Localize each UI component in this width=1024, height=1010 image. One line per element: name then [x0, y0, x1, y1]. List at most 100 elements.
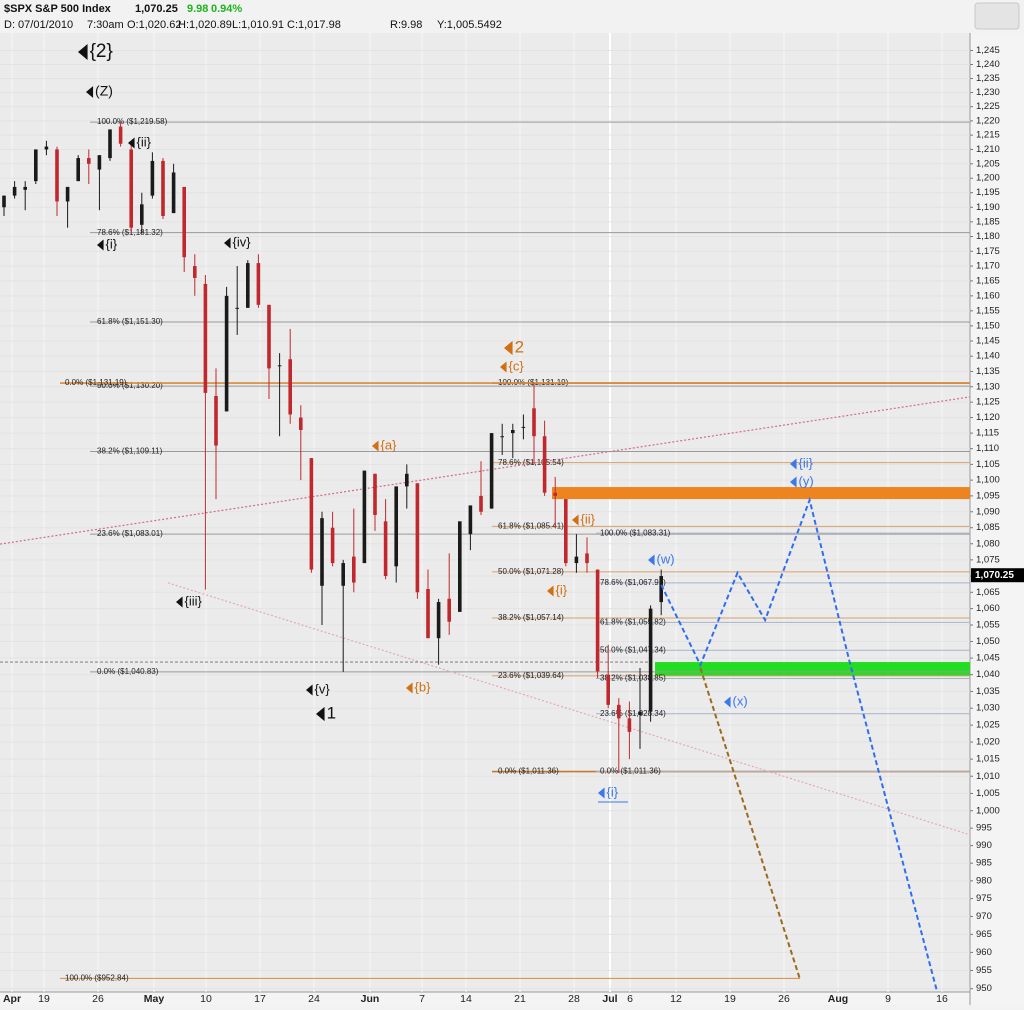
y-tick-label: 1,170	[976, 261, 1000, 272]
last-price: 1,070.25	[135, 3, 178, 15]
date-axis	[0, 992, 970, 1005]
candle-body	[638, 711, 642, 715]
candle-body	[76, 158, 80, 182]
wave-marker	[790, 476, 797, 488]
candle-body	[648, 608, 653, 712]
y-tick-label: 1,015	[976, 754, 1000, 765]
y-tick-label: 1,200	[976, 173, 1000, 184]
fib-label: 78.6% ($1,105.54)	[498, 458, 564, 467]
y-tick-label: 1,020	[976, 737, 1000, 748]
wave-marker	[724, 696, 731, 708]
y-tick-label: 1,115	[976, 428, 999, 439]
candle-body	[542, 436, 547, 493]
candle-body	[394, 486, 398, 567]
fib-label: 50.0% ($1,071.28)	[498, 567, 564, 576]
y-tick-label: 1,090	[976, 506, 1000, 517]
open: O:1,020.62	[127, 19, 181, 31]
wave-marker	[128, 137, 135, 149]
x-tick-label: May	[144, 993, 165, 1005]
wave-marker	[547, 585, 554, 597]
candle-body	[362, 470, 367, 564]
wave-label: {iii}	[185, 593, 203, 608]
toolbar-icon[interactable]	[974, 2, 1020, 30]
y-tick-label: 1,030	[976, 703, 1000, 714]
candle-body	[129, 149, 133, 228]
fib-label: 23.6% ($1,028.34)	[600, 709, 666, 718]
candle-body	[330, 527, 335, 564]
y-tick-label: 965	[976, 929, 992, 940]
wave-label: {v}	[315, 681, 331, 696]
candle-body	[118, 126, 123, 144]
low: L:1,010.91	[232, 19, 284, 31]
candle-body	[415, 483, 420, 593]
y-tick-label: 975	[976, 893, 992, 904]
time: 7:30am	[87, 19, 124, 31]
range: R:9.98	[390, 19, 422, 31]
y-tick-label: 1,075	[976, 554, 1000, 565]
y-tick-label: 1,205	[976, 158, 1000, 169]
y-tick-label: 1,190	[976, 202, 1000, 213]
candle-body	[246, 263, 250, 308]
x-tick-label: Jul	[602, 993, 617, 1005]
wave-label: {i}	[106, 236, 118, 251]
fib-label: 61.8% ($1,085.41)	[498, 522, 564, 531]
wave-label: {ii}	[581, 511, 596, 526]
candle-body	[23, 186, 27, 190]
candle-body	[235, 307, 239, 309]
wave-marker	[306, 684, 313, 696]
y-tick-label: 1,130	[976, 381, 1000, 392]
y-tick-label: 1,065	[976, 587, 1000, 598]
y-tick-label: 1,225	[976, 101, 1000, 112]
fib-label: 23.6% ($1,083.01)	[97, 529, 163, 538]
candle-body	[2, 195, 6, 208]
wave-marker	[316, 706, 325, 722]
candle-body	[224, 295, 229, 412]
x-tick-label: 24	[308, 993, 320, 1005]
y-tick-label: 1,195	[976, 187, 1000, 198]
change-pct: 0.94%	[211, 3, 242, 15]
candle-body	[97, 155, 102, 170]
wave-label: 1	[327, 703, 336, 722]
y-tick-label: 1,105	[976, 459, 1000, 470]
candle-body	[595, 569, 600, 672]
fib-label: 78.6% ($1,067.91)	[600, 578, 666, 587]
candle-body	[436, 602, 441, 639]
candle-body	[521, 426, 526, 428]
fib-label: 100.0% ($952.84)	[65, 973, 129, 982]
candle-body	[426, 589, 430, 639]
wave-marker	[648, 554, 655, 566]
candle-body	[383, 521, 388, 577]
wave-marker	[224, 237, 231, 249]
candle-body	[585, 553, 589, 564]
trend-line	[167, 582, 971, 836]
candle-body	[12, 186, 17, 196]
candle-body	[108, 129, 112, 159]
x-tick-label: 26	[92, 993, 104, 1005]
y-tick-label: 1,035	[976, 686, 1000, 697]
y-tick-label: 1,220	[976, 115, 1000, 126]
wave-marker	[500, 361, 507, 373]
wave-marker	[372, 440, 379, 452]
y-tick-label: 1,055	[976, 620, 1000, 631]
y-tick-label: 960	[976, 947, 992, 958]
wave-label: (y)	[799, 473, 814, 488]
y-tick-label: 1,180	[976, 231, 1000, 242]
candle-body	[65, 186, 70, 202]
candle-body	[214, 395, 218, 446]
candle-body	[468, 505, 473, 535]
wave-marker	[504, 340, 513, 356]
y-tick-label: 1,125	[976, 397, 1000, 408]
projection	[660, 496, 938, 991]
wave-label: {2}	[90, 41, 113, 62]
candle-body	[352, 556, 356, 583]
candle-body	[606, 674, 610, 705]
fib-label: 50.0% ($1,130.20)	[97, 381, 163, 390]
wave-label: {b}	[415, 679, 432, 694]
wave-label: (Z)	[95, 83, 113, 99]
plot-area	[0, 33, 970, 992]
fib-label: 23.6% ($1,039.64)	[498, 671, 564, 680]
fib-label: 0.0% ($1,131.19)	[65, 378, 127, 387]
candle-body	[627, 718, 632, 732]
y-tick-label: 1,120	[976, 412, 1000, 423]
header: $SPX S&P 500 Index 1,070.25 9.98 0.94% D…	[4, 3, 502, 31]
